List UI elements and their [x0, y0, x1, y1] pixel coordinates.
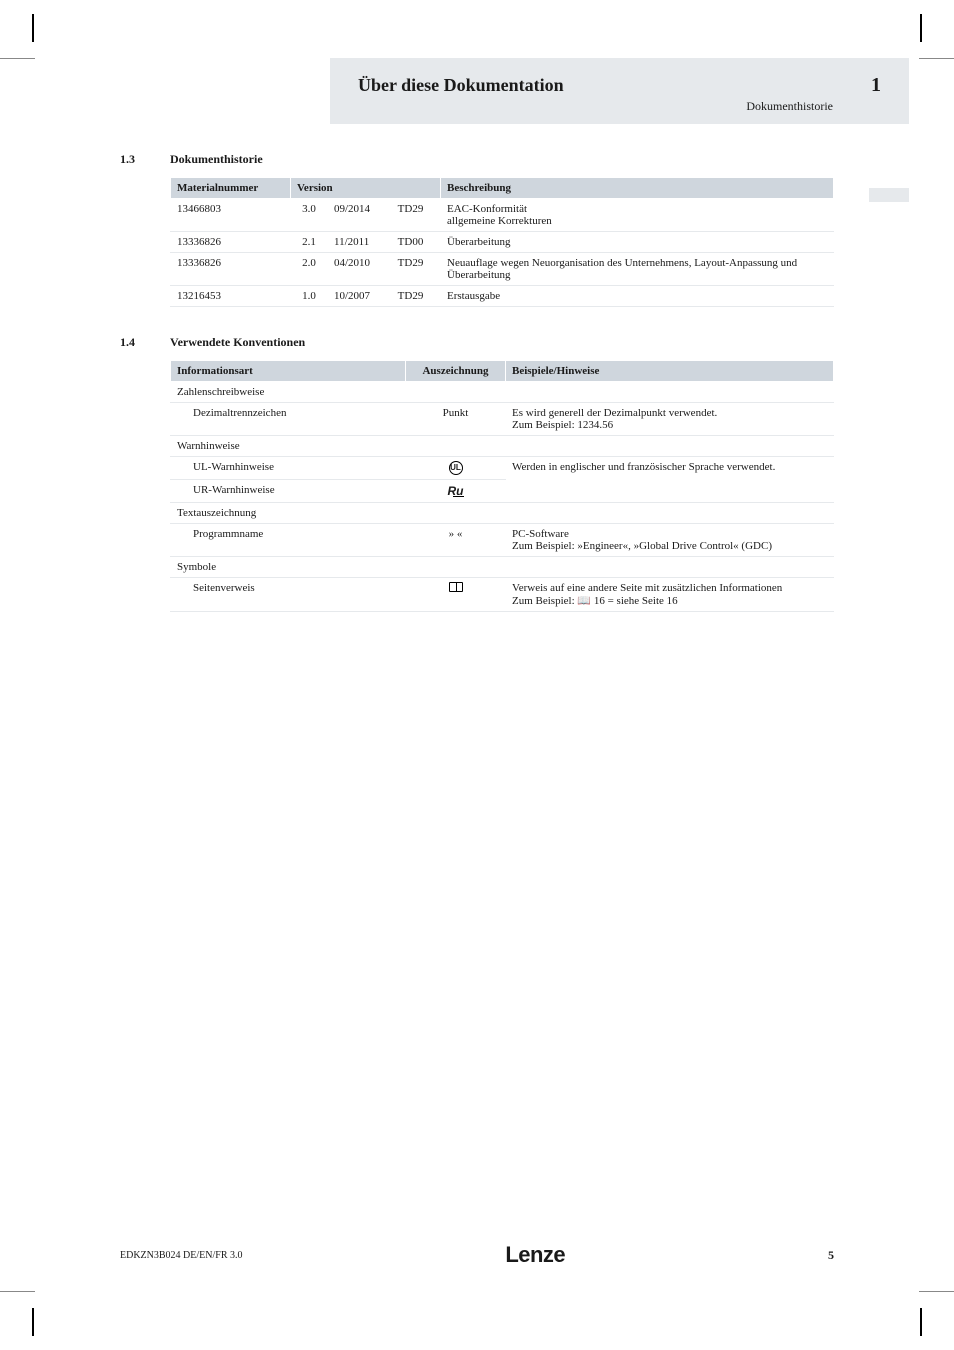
- cell-info: UR-Warnhinweise: [171, 480, 406, 503]
- cell-auszeichnung: [406, 578, 506, 612]
- page-header: Über diese Dokumentation 1 Dokumenthisto…: [330, 58, 909, 124]
- crop-mark: [32, 14, 34, 42]
- table-row-group: Textauszeichnung: [171, 503, 834, 524]
- table-row: Programmname » « PC-SoftwareZum Beispiel…: [171, 524, 834, 557]
- table-header: Beispiele/Hinweise: [506, 361, 834, 382]
- page-footer: EDKZN3B024 DE/EN/FR 3.0 Lenze 5: [120, 1242, 834, 1268]
- section-title: Verwendete Konventionen: [170, 335, 834, 350]
- accent-strip: [869, 188, 909, 202]
- crop-mark: [0, 58, 35, 59]
- cell-materialnummer: 13336826: [171, 253, 291, 286]
- table-row: Seitenverweis Verweis auf eine andere Se…: [171, 578, 834, 612]
- cell-info: Dezimaltrennzeichen: [171, 403, 406, 436]
- cell-info: UL-Warnhinweise: [171, 457, 406, 480]
- cell-beschreibung: EAC-Konformitätallgemeine Korrekturen: [441, 199, 834, 232]
- table-dokumenthistorie: Materialnummer Version Beschreibung 1346…: [170, 177, 834, 307]
- cell-materialnummer: 13466803: [171, 199, 291, 232]
- table-header: Informationsart: [171, 361, 406, 382]
- cell-auszeichnung: Ru: [406, 480, 506, 503]
- cell-materialnummer: 13216453: [171, 286, 291, 307]
- cell-beschreibung: Erstausgabe: [441, 286, 834, 307]
- cell-version: 2.1: [291, 232, 328, 253]
- section-number: 1.4: [50, 335, 170, 612]
- table-row: 13336826 2.0 04/2010 TD29 Neuauflage weg…: [171, 253, 834, 286]
- cell-td: TD29: [391, 199, 440, 232]
- cell-beispiel: PC-SoftwareZum Beispiel: »Engineer«, »Gl…: [506, 524, 834, 557]
- header-subtitle: Dokumenthistorie: [358, 99, 833, 114]
- cell-materialnummer: 13336826: [171, 232, 291, 253]
- ur-icon: Ru: [448, 484, 464, 498]
- cell-auszeichnung: Punkt: [406, 403, 506, 436]
- table-header: Version: [291, 178, 441, 199]
- table-row: Dezimaltrennzeichen Punkt Es wird genere…: [171, 403, 834, 436]
- section-title: Dokumenthistorie: [170, 152, 834, 167]
- cell-td: TD29: [391, 286, 440, 307]
- cell-info: Programmname: [171, 524, 406, 557]
- group-label: Zahlenschreibweise: [171, 382, 834, 403]
- cell-beispiel: Es wird generell der Dezimalpunkt verwen…: [506, 403, 834, 436]
- table-konventionen: Informationsart Auszeichnung Beispiele/H…: [170, 360, 834, 612]
- cell-version: 3.0: [291, 199, 328, 232]
- chapter-number: 1: [845, 74, 881, 97]
- page-number: 5: [828, 1248, 834, 1263]
- table-header: Auszeichnung: [406, 361, 506, 382]
- cell-beispiel: Verweis auf eine andere Seite mit zusätz…: [506, 578, 834, 612]
- cell-date: 10/2007: [327, 286, 391, 307]
- page-content: Über diese Dokumentation 1 Dokumenthisto…: [50, 58, 904, 1292]
- cell-beschreibung: Überarbeitung: [441, 232, 834, 253]
- footer-docid: EDKZN3B024 DE/EN/FR 3.0: [120, 1250, 243, 1261]
- section-konventionen: 1.4 Verwendete Konventionen Informations…: [50, 335, 904, 612]
- cell-version: 2.0: [291, 253, 328, 286]
- cell-auszeichnung: » «: [406, 524, 506, 557]
- table-row-group: Zahlenschreibweise: [171, 382, 834, 403]
- group-label: Warnhinweise: [171, 436, 834, 457]
- brand-logo: Lenze: [505, 1242, 565, 1268]
- cell-td: TD29: [391, 253, 440, 286]
- section-number: 1.3: [50, 152, 170, 307]
- header-title: Über diese Dokumentation: [358, 75, 564, 96]
- table-header: Beschreibung: [441, 178, 834, 199]
- table-row-group: Symbole: [171, 557, 834, 578]
- book-icon: [449, 582, 463, 592]
- ul-icon: UL: [449, 461, 463, 475]
- crop-mark: [920, 14, 922, 42]
- cell-date: 11/2011: [327, 232, 391, 253]
- table-header: Materialnummer: [171, 178, 291, 199]
- cell-beschreibung: Neuauflage wegen Neuorganisation des Unt…: [441, 253, 834, 286]
- table-row-group: Warnhinweise: [171, 436, 834, 457]
- cell-td: TD00: [391, 232, 440, 253]
- crop-mark: [0, 1291, 35, 1292]
- crop-mark: [32, 1308, 34, 1336]
- section-dokumenthistorie: 1.3 Dokumenthistorie Materialnummer Vers…: [50, 152, 904, 307]
- table-row: 13466803 3.0 09/2014 TD29 EAC-Konformitä…: [171, 199, 834, 232]
- table-row: 13216453 1.0 10/2007 TD29 Erstausgabe: [171, 286, 834, 307]
- group-label: Symbole: [171, 557, 834, 578]
- crop-mark: [919, 58, 954, 59]
- table-row: UL-Warnhinweise UL Werden in englischer …: [171, 457, 834, 480]
- crop-mark: [920, 1308, 922, 1336]
- cell-date: 09/2014: [327, 199, 391, 232]
- cell-beispiel: Werden in englischer und französischer S…: [506, 457, 834, 503]
- cell-auszeichnung: UL: [406, 457, 506, 480]
- group-label: Textauszeichnung: [171, 503, 834, 524]
- table-row: 13336826 2.1 11/2011 TD00 Überarbeitung: [171, 232, 834, 253]
- crop-mark: [919, 1291, 954, 1292]
- cell-info: Seitenverweis: [171, 578, 406, 612]
- cell-version: 1.0: [291, 286, 328, 307]
- cell-date: 04/2010: [327, 253, 391, 286]
